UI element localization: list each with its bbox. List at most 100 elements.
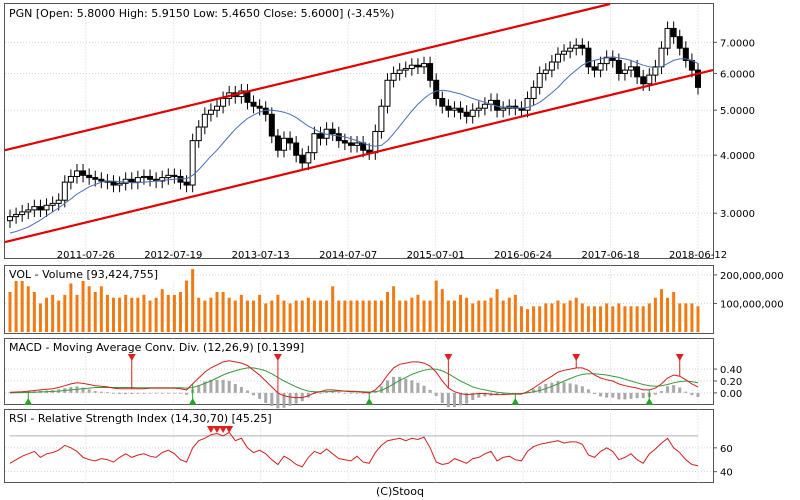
macd-histogram-bar bbox=[166, 392, 170, 394]
volume-bar bbox=[203, 300, 207, 332]
volume-bar bbox=[550, 303, 554, 332]
macd-histogram-bar bbox=[270, 392, 274, 406]
macd-histogram-bar bbox=[690, 392, 694, 396]
macd-histogram-bar bbox=[422, 385, 426, 393]
candle-body bbox=[268, 113, 275, 137]
volume-bar bbox=[130, 297, 134, 332]
volume-panel-title: VOL - Volume [93,424,755] bbox=[9, 268, 158, 281]
x-tick-label: 2014-07-07 bbox=[319, 250, 377, 261]
buy-signal-marker bbox=[188, 398, 197, 405]
candle-body bbox=[536, 72, 543, 88]
volume-bar bbox=[63, 294, 67, 332]
price-plot bbox=[4, 2, 714, 244]
candle-body bbox=[13, 214, 20, 218]
macd-histogram-bar bbox=[611, 392, 615, 398]
rsi-overbought-marker bbox=[219, 426, 228, 433]
volume-bar bbox=[270, 300, 274, 332]
volume-bar bbox=[574, 297, 578, 332]
macd-histogram-bar bbox=[154, 392, 158, 394]
macd-histogram-bar bbox=[459, 392, 463, 406]
candle-body bbox=[542, 69, 549, 74]
candle-body bbox=[67, 175, 74, 183]
sell-signal-marker bbox=[127, 354, 136, 361]
macd-histogram-bar bbox=[605, 392, 609, 398]
candle-body bbox=[573, 44, 580, 49]
candle-body bbox=[31, 206, 38, 211]
candle-body bbox=[579, 44, 586, 49]
volume-bar bbox=[215, 292, 219, 332]
buy-signal-marker bbox=[511, 398, 520, 405]
candle-body bbox=[463, 111, 470, 117]
macd-histogram-bar bbox=[532, 389, 536, 393]
macd-histogram-bar bbox=[526, 391, 530, 393]
volume-bar bbox=[653, 297, 657, 332]
macd-histogram-bar bbox=[696, 392, 700, 398]
macd-histogram-bar bbox=[684, 391, 688, 393]
volume-bar bbox=[526, 309, 530, 332]
volume-bar bbox=[197, 297, 201, 332]
candle-body bbox=[500, 107, 507, 111]
volume-bar bbox=[532, 306, 536, 332]
volume-bar bbox=[452, 300, 456, 332]
macd-histogram-bar bbox=[471, 392, 475, 400]
macd-histogram-bar bbox=[276, 392, 280, 409]
footer-copyright: (C)Stooq bbox=[376, 485, 424, 498]
candle-body bbox=[567, 47, 574, 52]
candle-body bbox=[293, 142, 300, 156]
volume-bar bbox=[124, 294, 128, 332]
candle-body bbox=[561, 50, 568, 55]
candle-body bbox=[652, 66, 659, 76]
macd-histogram-bar bbox=[580, 386, 584, 393]
volume-bar bbox=[586, 306, 590, 332]
macd-histogram-bar bbox=[319, 392, 323, 394]
volume-bar bbox=[471, 303, 475, 332]
volume-bar bbox=[428, 300, 432, 332]
candle-body bbox=[110, 181, 117, 186]
volume-bar bbox=[264, 303, 268, 332]
volume-bar bbox=[538, 306, 542, 332]
volume-bar bbox=[361, 300, 365, 332]
macd-histogram-bar bbox=[130, 392, 134, 395]
macd-histogram-bar bbox=[574, 384, 578, 393]
candle-body bbox=[378, 105, 385, 132]
candle-body bbox=[457, 107, 464, 113]
volume-bar bbox=[355, 300, 359, 332]
rsi-plot bbox=[9, 426, 699, 468]
macd-line bbox=[9, 360, 699, 399]
volume-bar bbox=[69, 283, 73, 332]
candle-body bbox=[37, 206, 44, 211]
x-tick-label: 2016-06-24 bbox=[494, 250, 552, 261]
macd-histogram-bar bbox=[465, 392, 469, 404]
candle-body bbox=[195, 126, 202, 142]
candle-body bbox=[122, 178, 129, 184]
macd-histogram-bar bbox=[300, 392, 304, 402]
macd-histogram-bar bbox=[124, 392, 128, 395]
macd-histogram-bar bbox=[538, 386, 542, 393]
volume-bar bbox=[404, 300, 408, 332]
candle-body bbox=[695, 69, 701, 88]
volume-plot bbox=[8, 269, 700, 332]
volume-bar bbox=[416, 294, 420, 332]
volume-bar bbox=[233, 300, 237, 332]
volume-bar bbox=[507, 297, 511, 332]
macd-histogram-bar bbox=[136, 392, 140, 394]
candle-body bbox=[256, 105, 263, 109]
volume-bar bbox=[93, 292, 97, 332]
volume-bar bbox=[166, 294, 170, 332]
candle-body bbox=[311, 133, 318, 154]
volume-bar bbox=[185, 280, 189, 332]
volume-bar bbox=[440, 289, 444, 332]
macd-histogram-bar bbox=[635, 392, 639, 399]
candle-body bbox=[98, 178, 105, 182]
candle-body bbox=[92, 177, 99, 180]
volume-bar bbox=[483, 300, 487, 332]
volume-bar bbox=[647, 303, 651, 332]
macd-histogram-bar bbox=[105, 392, 109, 394]
candle-body bbox=[646, 74, 653, 85]
volume-bar bbox=[666, 297, 670, 332]
sell-signal-marker bbox=[444, 354, 453, 361]
candle-body bbox=[676, 36, 683, 49]
macd-histogram-bar bbox=[398, 376, 402, 393]
volume-bar bbox=[434, 280, 438, 332]
macd-histogram-bar bbox=[641, 392, 645, 399]
